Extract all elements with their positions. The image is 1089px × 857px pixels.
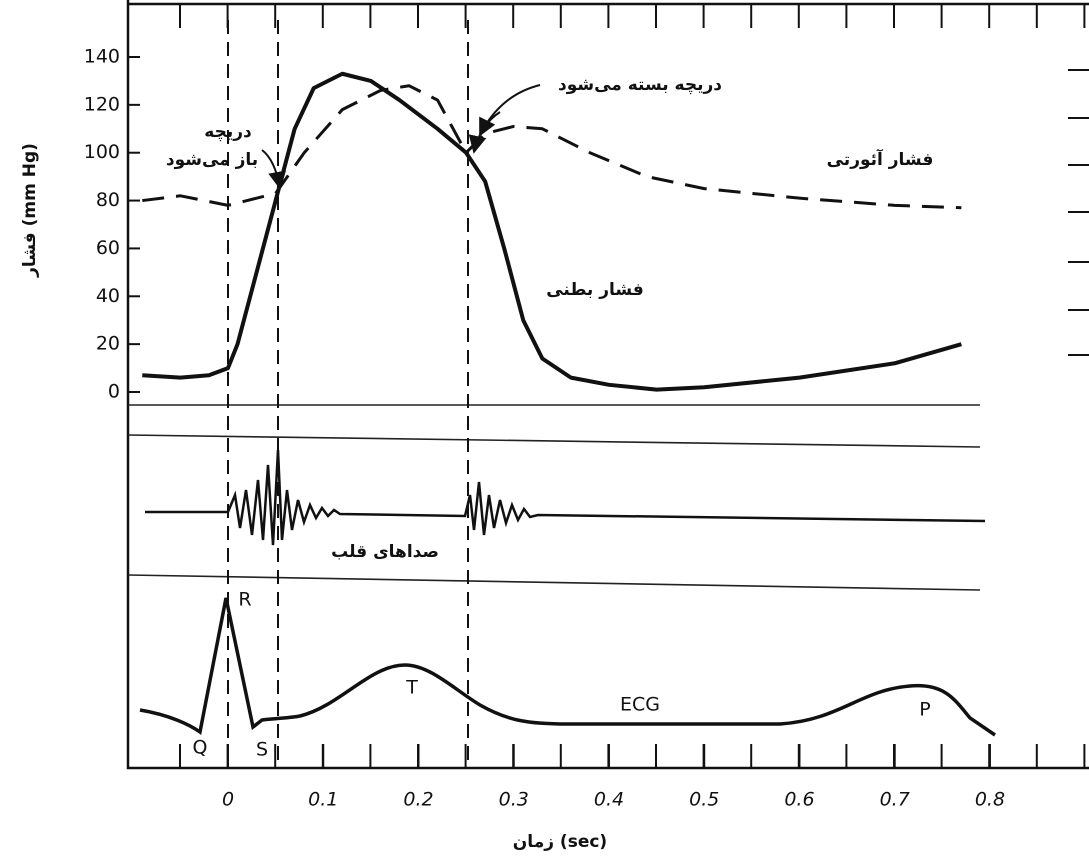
x-tick-label: 0.6 bbox=[784, 789, 814, 811]
annotation: دریچه bbox=[204, 122, 252, 142]
series-label: فشار بطنی bbox=[546, 280, 644, 300]
ecg-label: R bbox=[238, 589, 251, 611]
y-tick-label: 20 bbox=[96, 333, 120, 355]
y-tick-label: 40 bbox=[96, 285, 120, 307]
x-tick-label: 0.3 bbox=[499, 789, 529, 811]
x-tick-label: 0.4 bbox=[594, 789, 624, 811]
x-axis-label: زمان (sec) bbox=[513, 832, 607, 852]
axis-frame bbox=[126, 0, 1089, 770]
annotation: دریچه بسته می‌شود bbox=[558, 75, 722, 95]
separator bbox=[127, 574, 981, 591]
ecg-label: ECG bbox=[620, 694, 660, 716]
y-tick-label: 140 bbox=[84, 46, 120, 68]
y-tick-label: 120 bbox=[84, 93, 120, 115]
heart-sound-trace bbox=[145, 449, 986, 546]
x-tick-label: 0 bbox=[222, 789, 234, 811]
annotation: صداهای قلب bbox=[331, 542, 439, 562]
pressure-line bbox=[142, 71, 962, 392]
ecg-label: S bbox=[256, 739, 268, 761]
x-tick-label: 0.2 bbox=[403, 789, 433, 811]
y-tick-label: 0 bbox=[108, 381, 120, 403]
ecg-label: P bbox=[919, 699, 930, 721]
y-axis-label: فشار (mm Hg) bbox=[20, 143, 40, 278]
annotation: باز می‌شود bbox=[166, 150, 258, 170]
y-tick-label: 80 bbox=[96, 189, 120, 211]
x-tick-label: 0.5 bbox=[689, 789, 719, 811]
y-tick-label: 60 bbox=[96, 237, 120, 259]
y-tick-label: 100 bbox=[84, 141, 120, 163]
series-label: فشار آئورتی bbox=[827, 148, 934, 170]
x-tick-label: 0.1 bbox=[308, 789, 338, 811]
pressure-line bbox=[142, 84, 962, 210]
arrow bbox=[468, 111, 501, 154]
ecg-trace bbox=[139, 597, 996, 737]
ecg-label: Q bbox=[193, 737, 208, 759]
separator bbox=[127, 434, 981, 448]
ecg-label: T bbox=[405, 677, 418, 699]
x-tick-label: 0.8 bbox=[975, 789, 1005, 811]
x-tick-label: 0.7 bbox=[880, 789, 910, 811]
right-marks bbox=[1068, 69, 1089, 356]
